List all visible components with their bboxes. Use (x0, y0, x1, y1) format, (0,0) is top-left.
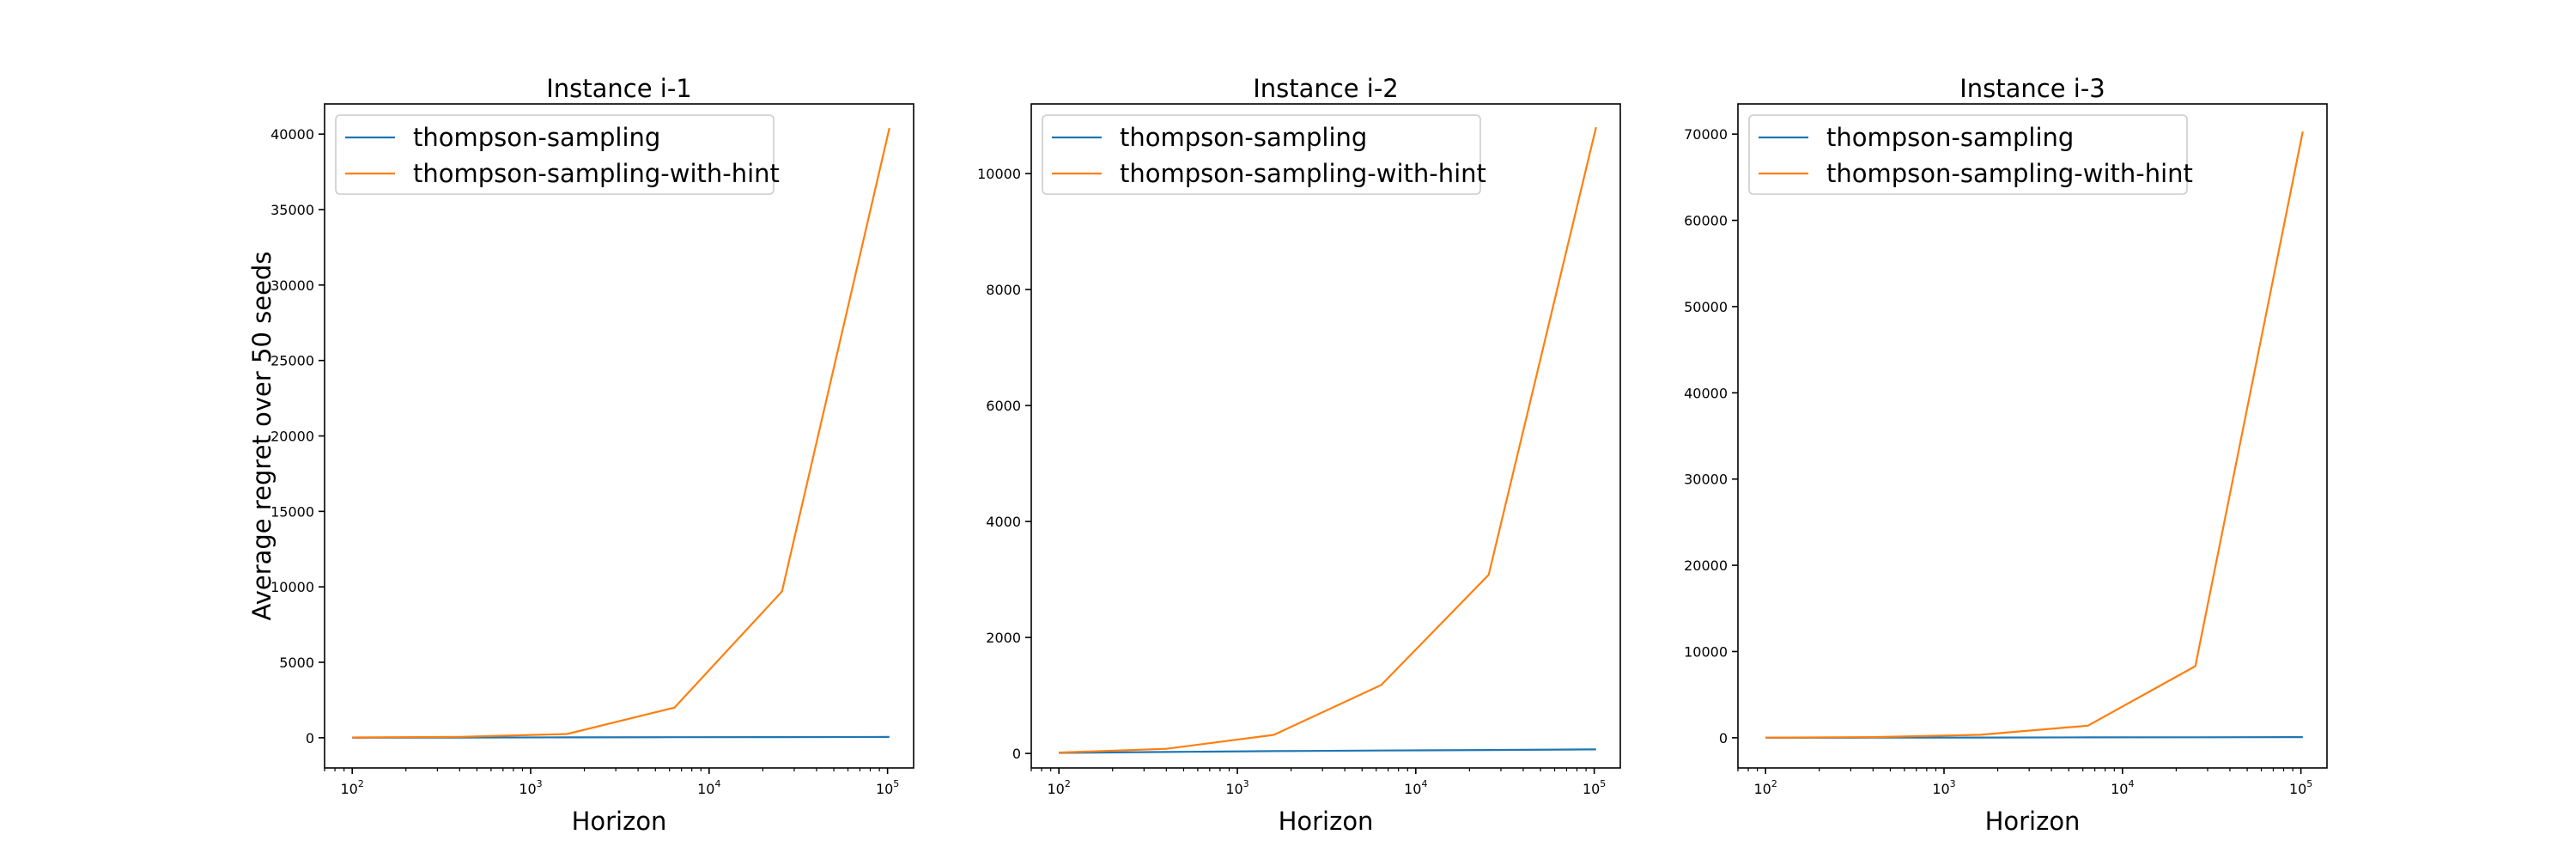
x-tick-label: 104 (2111, 778, 2134, 797)
y-tick-label: 10000 (270, 579, 314, 595)
chart-panel-2: 102 103 104 105 0 2000 4000 6000 8000 10000 Instan… (977, 74, 1621, 836)
x-tick-label: 102 (1048, 778, 1071, 797)
legend-box (1042, 114, 1481, 195)
chart-panel-3: 102 103 104 105 0 10000 20000 30000 40000 50000 60… (1684, 74, 2328, 836)
series-line-thompson-sampling-with-hint (1059, 126, 1597, 754)
y-tick-label: 40000 (270, 126, 314, 143)
y-tick-label: 30000 (1684, 472, 1728, 488)
chart-title: Instance i-1 (546, 74, 692, 103)
y-axis-label: Average regret over 50 seeds (247, 252, 276, 621)
axes-frame (324, 103, 914, 769)
y-tick-label: 35000 (270, 202, 314, 218)
series-line-thompson-sampling-with-hint (352, 127, 890, 739)
legend: thompson-sampling thompson-sampling-with-… (335, 114, 780, 195)
y-tick-label: 2000 (986, 630, 1021, 646)
x-tick-label: 104 (1404, 778, 1427, 797)
axes-frame (1030, 103, 1621, 769)
y-tick-label: 40000 (1684, 385, 1728, 401)
x-tick-label: 103 (1225, 778, 1249, 797)
y-tick-label: 20000 (1684, 557, 1728, 574)
y-tick-label: 30000 (270, 277, 314, 294)
axes-frame (1737, 103, 2328, 769)
legend-box (335, 114, 775, 195)
x-tick-label: 103 (519, 778, 542, 797)
legend-entry: thompson-sampling (1826, 123, 2074, 152)
y-tick-label: 4000 (986, 514, 1021, 530)
y-tick-label: 25000 (270, 353, 314, 369)
x-tick-label: 103 (1932, 778, 1955, 797)
x-tick-label: 105 (2289, 778, 2312, 797)
y-tick-label: 10000 (1684, 643, 1728, 660)
x-tick-label: 105 (876, 778, 899, 797)
y-tick-label: 20000 (270, 429, 314, 445)
y-tick-label: 8000 (986, 282, 1021, 298)
y-tick-label: 0 (306, 730, 314, 746)
y-tick-label: 60000 (1684, 213, 1728, 229)
chart-title: Instance i-2 (1253, 74, 1399, 103)
y-tick-label: 10000 (977, 166, 1021, 182)
x-tick-label: 105 (1583, 778, 1606, 797)
chart-title: Instance i-3 (1959, 74, 2105, 103)
x-axis-label: Horizon (1985, 807, 2081, 836)
chart-panel-1: 102 103 104 105 0 5000 10000 15000 20000 25000 300… (247, 74, 914, 836)
legend-box (1748, 114, 2188, 195)
y-tick-label: 15000 (270, 503, 314, 520)
legend-entry: thompson-sampling-with-hint (1120, 159, 1486, 188)
legend-entry: thompson-sampling (1120, 123, 1367, 152)
legend: thompson-sampling thompson-sampling-with-… (1748, 114, 2193, 195)
x-axis-label: Horizon (572, 807, 667, 836)
x-tick-label: 102 (1754, 778, 1777, 797)
y-tick-label: 6000 (986, 398, 1021, 414)
y-tick-label: 70000 (1684, 126, 1728, 143)
legend-entry: thompson-sampling-with-hint (1826, 159, 2193, 188)
series-line-thompson-sampling (1059, 748, 1596, 754)
legend-entry: thompson-sampling (413, 123, 660, 152)
y-tick-label: 50000 (1684, 299, 1728, 315)
x-tick-label: 102 (341, 778, 364, 797)
y-tick-label: 5000 (279, 655, 314, 671)
y-tick-label: 0 (1719, 730, 1728, 746)
legend-entry: thompson-sampling-with-hint (413, 159, 780, 188)
series-line-thompson-sampling-with-hint (1765, 131, 2304, 739)
x-tick-label: 104 (697, 778, 720, 797)
legend: thompson-sampling thompson-sampling-with-… (1042, 114, 1486, 195)
x-axis-label: Horizon (1279, 807, 1374, 836)
y-tick-label: 0 (1012, 746, 1021, 762)
